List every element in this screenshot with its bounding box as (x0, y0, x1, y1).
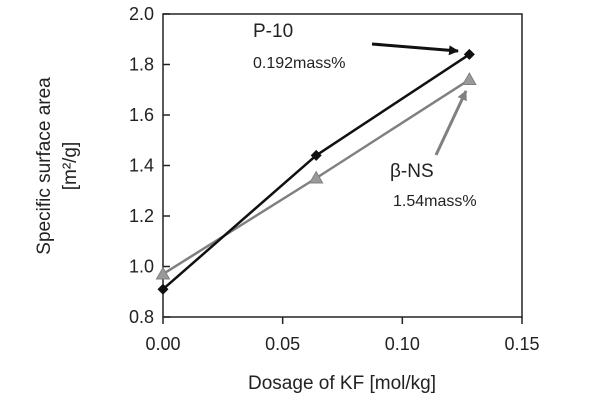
data-point-bns (308, 170, 324, 184)
y-tick-label: 1.6 (129, 105, 154, 125)
y-axis-ticks: 0.8 1.0 1.2 1.4 1.6 1.8 2.0 (129, 4, 170, 327)
x-tick-label: 0.05 (265, 334, 300, 354)
data-point-bns (461, 72, 477, 86)
y-tick-label: 2.0 (129, 4, 154, 24)
x-tick-label: 0.00 (145, 334, 180, 354)
y-axis-title-line-2: [m²/g] (60, 142, 81, 191)
annotation-bns-arrow (434, 90, 468, 156)
data-point-p10 (310, 149, 322, 161)
series-layer (155, 48, 477, 295)
x-tick-label: 0.15 (504, 334, 539, 354)
x-tick-label: 0.10 (385, 334, 420, 354)
data-point-bns (155, 266, 171, 280)
annotation-p10-arrow (371, 42, 459, 56)
y-axis-title-line-1: Specific surface area (34, 77, 55, 255)
y-tick-label: 1.8 (129, 55, 154, 75)
y-tick-label: 1.2 (129, 206, 154, 226)
data-point-p10 (463, 48, 475, 60)
y-tick-label: 1.0 (129, 257, 154, 277)
annotation-bns-name: β-NS (390, 161, 434, 182)
annotation-p10-name: P-10 (253, 21, 293, 42)
annotation-bns-value: 1.54mass% (393, 193, 477, 210)
y-tick-label: 0.8 (129, 307, 154, 327)
x-axis-title: Dosage of KF [mol/kg] (248, 373, 436, 394)
data-point-p10 (157, 283, 169, 295)
annotation-p10-value: 0.192mass% (253, 55, 346, 72)
x-axis-ticks: 0.00 0.05 0.10 0.15 (145, 317, 540, 354)
y-tick-label: 1.4 (129, 156, 154, 176)
